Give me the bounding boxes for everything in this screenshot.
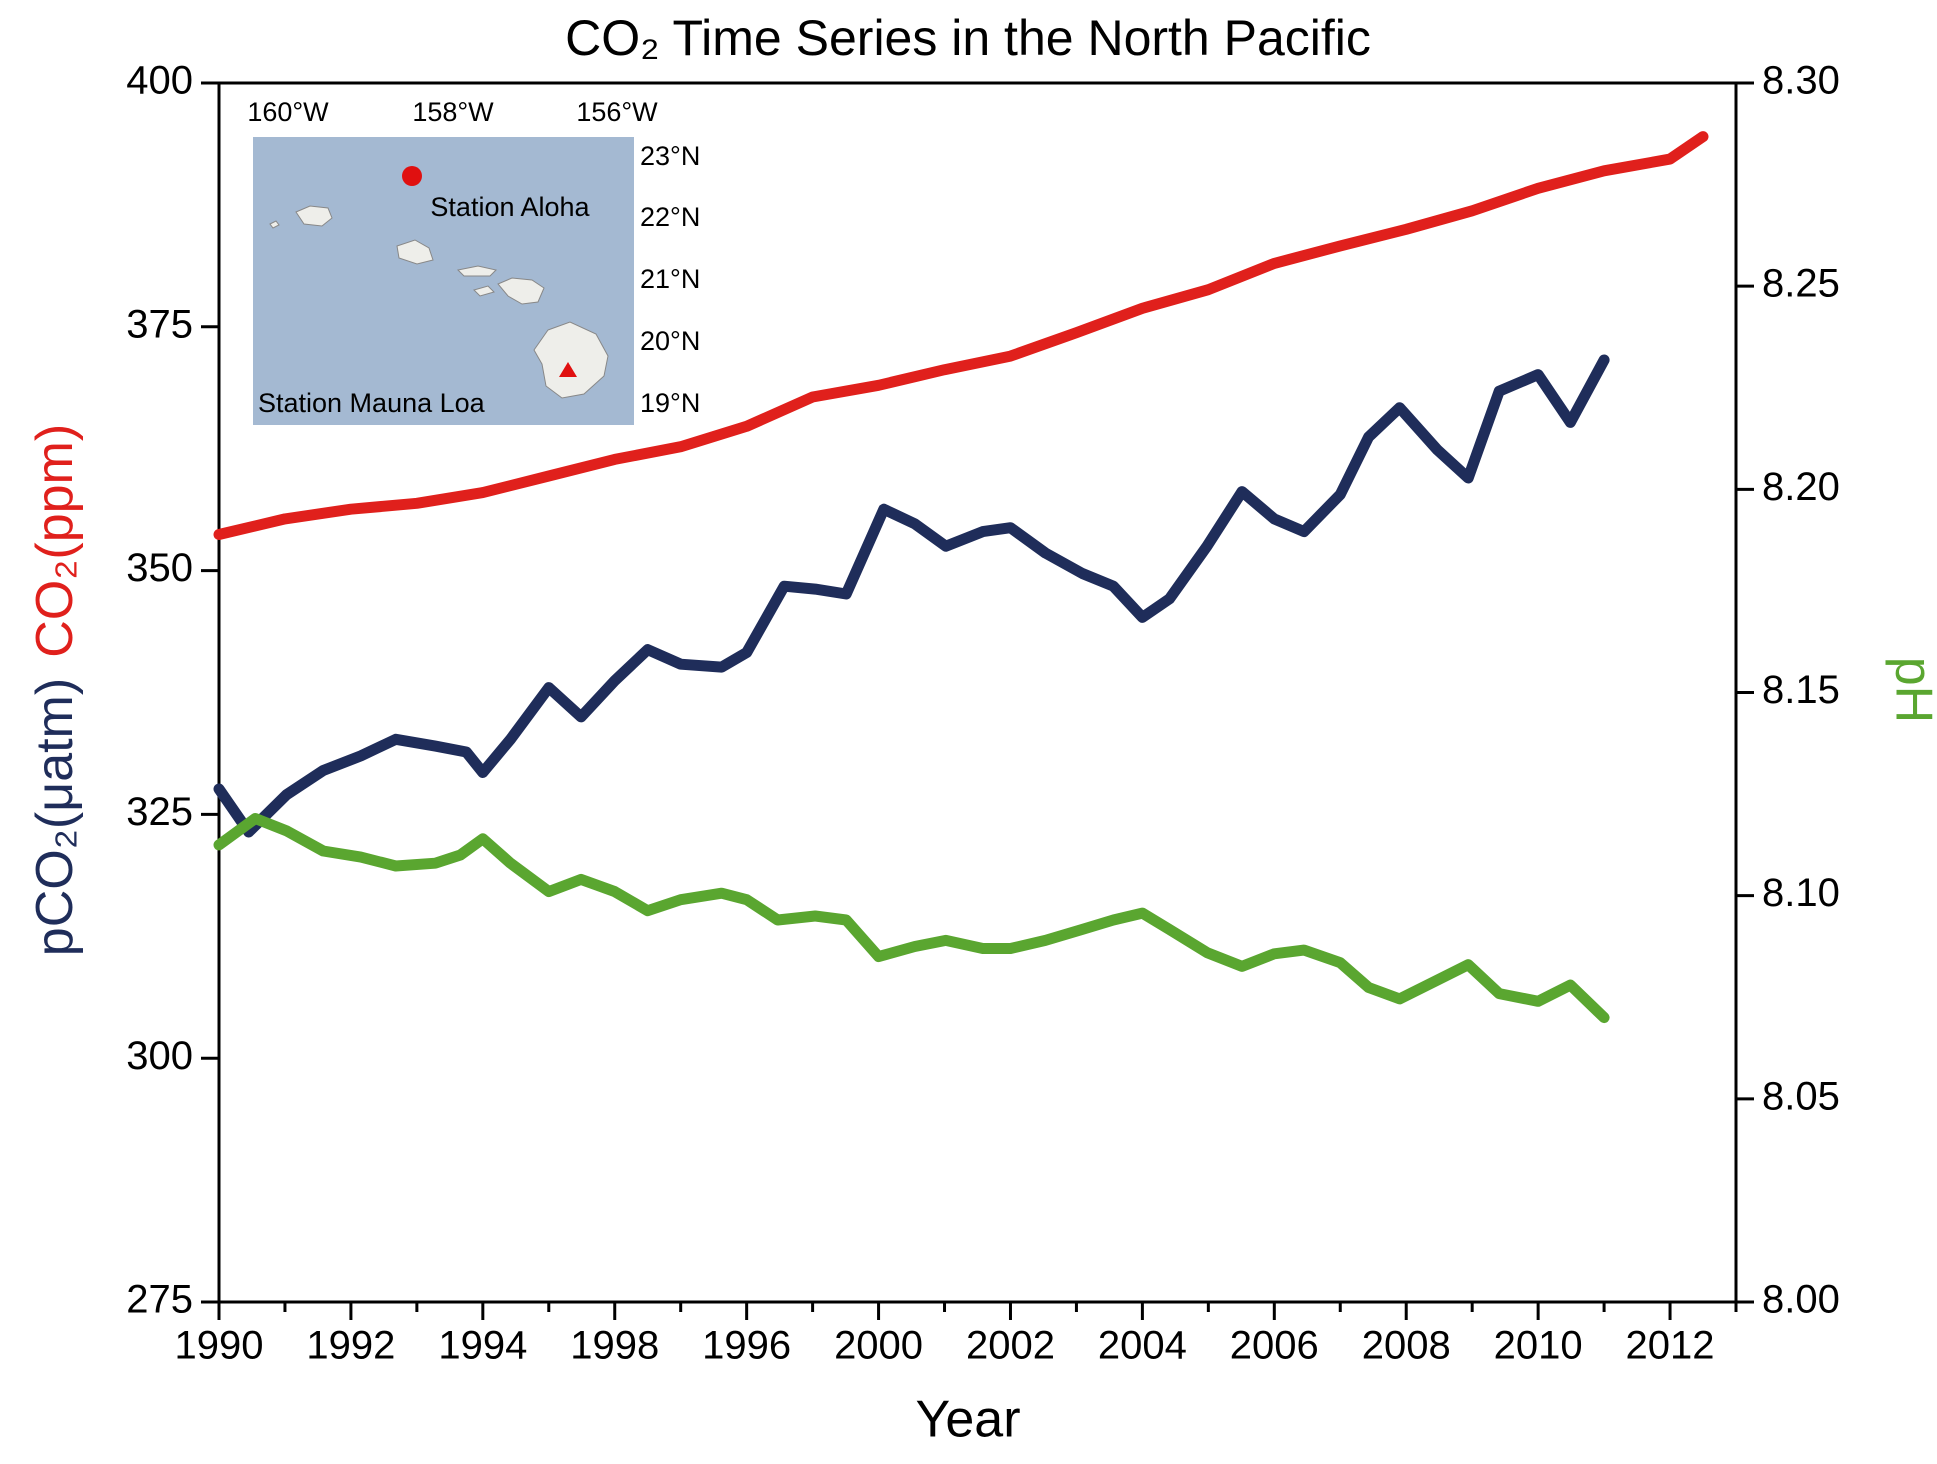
y2-tick-label: 8.10 (1762, 871, 1840, 915)
x-tick-label: 2006 (1230, 1324, 1319, 1368)
y-label-pco2: pCO₂(μatm) (26, 678, 84, 956)
x-tick-label: 1996 (702, 1324, 791, 1368)
x-tick-label: 1994 (438, 1324, 527, 1368)
series-line (213, 813, 1610, 1024)
lat-label: 22°N (640, 202, 700, 232)
chart-title: CO₂ Time Series in the North Pacific (565, 10, 1371, 66)
station-label: Station Mauna Loa (258, 388, 486, 418)
y-tick-label: 300 (126, 1034, 193, 1078)
y2-axis-label: pH (1884, 657, 1937, 723)
lat-label: 23°N (640, 141, 700, 171)
island (456, 265, 497, 277)
y-tick-label: 375 (126, 302, 193, 346)
x-tick-label: 2002 (966, 1324, 1055, 1368)
lat-label: 19°N (640, 388, 700, 418)
lon-label: 156°W (576, 97, 658, 127)
lat-label: 20°N (640, 326, 700, 356)
station-label: Station Aloha (430, 192, 590, 222)
y2-tick-label: 8.15 (1762, 668, 1840, 712)
y2-tick-label: 8.25 (1762, 262, 1840, 306)
x-tick-label: 2012 (1626, 1324, 1715, 1368)
x-tick-label: 2008 (1362, 1324, 1451, 1368)
station-aloha-marker (402, 166, 422, 186)
y-label-co2: CO₂(ppm) (26, 424, 84, 658)
island (473, 285, 495, 297)
x-tick-label: 2004 (1098, 1324, 1187, 1368)
x-axis-label: Year (915, 1391, 1020, 1449)
islands (269, 205, 609, 399)
station-mauna-loa-marker (559, 362, 577, 377)
lon-label: 160°W (247, 97, 329, 127)
x-tick-label: 1992 (306, 1324, 395, 1368)
y2-tick-label: 8.30 (1762, 59, 1840, 103)
series-line (213, 354, 1610, 838)
y2-tick-label: 8.00 (1762, 1278, 1840, 1322)
inset-map: 160°W 158°W 156°W 23°N 22°N 21°N 20°N 19… (247, 97, 700, 425)
island (533, 321, 609, 399)
lon-label: 158°W (412, 97, 494, 127)
island (497, 277, 545, 305)
x-tick-label: 2010 (1494, 1324, 1583, 1368)
y-tick-label: 400 (126, 59, 193, 103)
y-axis-label: pCO₂(μatm) CO₂(ppm) (26, 424, 84, 956)
x-tick-label: 2000 (834, 1324, 923, 1368)
x-tick-label: 1990 (175, 1324, 264, 1368)
island (269, 220, 280, 229)
lat-label: 21°N (640, 264, 700, 294)
y-tick-label: 275 (126, 1278, 193, 1322)
series-line (213, 131, 1709, 540)
y-tick-label: 350 (126, 546, 193, 590)
y2-tick-label: 8.20 (1762, 465, 1840, 509)
island (295, 205, 333, 227)
y-tick-label: 325 (126, 790, 193, 834)
x-tick-label: 1998 (570, 1324, 659, 1368)
island (396, 239, 434, 265)
y2-tick-label: 8.05 (1762, 1074, 1840, 1118)
